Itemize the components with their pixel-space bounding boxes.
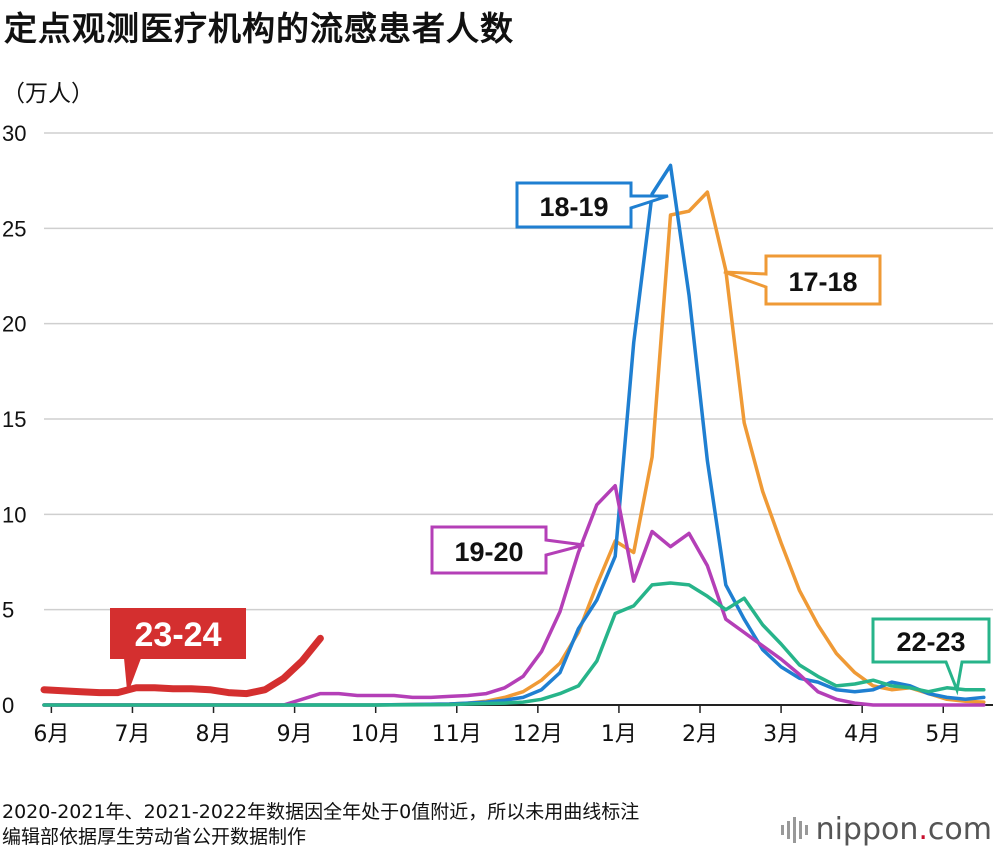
x-tick-label: 6月	[33, 722, 69, 747]
y-tick-label: 15	[2, 407, 26, 432]
y-tick-label: 5	[2, 598, 14, 623]
y-axis-unit-label: （万人）	[2, 81, 94, 107]
callout-22-23-box	[871, 617, 991, 696]
x-tick-label: 12月	[513, 722, 563, 747]
x-tick-label: 8月	[196, 722, 232, 747]
callout-19-20-text: 19-20	[454, 537, 523, 567]
callout-19-20-box	[430, 525, 585, 575]
callout-17-18: 17-18	[723, 254, 882, 306]
y-tick-label: 25	[2, 216, 26, 241]
brand-name: nippon	[815, 812, 919, 847]
x-tick-label: 10月	[351, 722, 401, 747]
x-tick-label: 4月	[844, 722, 880, 747]
chart-title: 定点观测医疗机构的流感患者人数	[4, 9, 514, 48]
callout-23-24-box	[110, 608, 246, 691]
x-tick-label: 5月	[925, 722, 961, 747]
y-tick-label: 0	[2, 693, 14, 718]
x-tick-label: 7月	[114, 722, 150, 747]
x-tick-label: 11月	[432, 722, 482, 747]
series-line-19-20	[42, 483, 986, 707]
series-line-23-24	[40, 634, 324, 698]
x-tick-label: 2月	[682, 722, 718, 747]
callout-23-24: 23-24	[110, 608, 246, 691]
callout-22-23: 22-23	[871, 617, 991, 696]
x-tick-label: 9月	[277, 722, 313, 747]
callout-18-19-text: 18-19	[539, 192, 608, 222]
callout-18-19: 18-19	[515, 181, 669, 229]
x-tick-label: 1月	[601, 722, 637, 747]
y-axis-tick-labels: 0 5 10 15 20 25 30	[2, 121, 26, 718]
nippon-logo: nippon. com	[780, 812, 992, 847]
y-tick-label: 30	[2, 121, 26, 146]
callout-18-19-box	[515, 181, 669, 229]
callout-17-18-text: 17-18	[788, 267, 857, 297]
y-tick-label: 10	[2, 502, 26, 527]
brand-dot: .	[918, 812, 928, 847]
x-tick-label: 3月	[763, 722, 799, 747]
x-axis-tick-labels: 6月 7月 8月 9月 10月 11月 12月 1月 2月 3月 4月 5月	[33, 705, 961, 747]
brand-tld: com	[927, 812, 992, 847]
footer-note: 2020-2021年、2021-2022年数据因全年处于0值附近，所以未用曲线标…	[2, 801, 640, 823]
nippon-logo-mark-icon	[780, 816, 808, 843]
callout-17-18-box	[723, 254, 882, 306]
y-tick-label: 20	[2, 312, 26, 337]
footer-source: 编辑部依据厚生劳动省公开数据制作	[2, 826, 307, 848]
series-line-22-23	[42, 581, 986, 707]
callout-23-24-text: 23-24	[135, 616, 222, 654]
series-lines	[40, 163, 986, 707]
callout-19-20: 19-20	[430, 525, 585, 575]
callout-22-23-text: 22-23	[896, 627, 965, 657]
flu-patients-line-chart: 0 5 10 15 20 25 30 6月 7月 8月 9月 10月 11月 12月 1月 2月 3月 4月 5月…	[2, 121, 993, 747]
